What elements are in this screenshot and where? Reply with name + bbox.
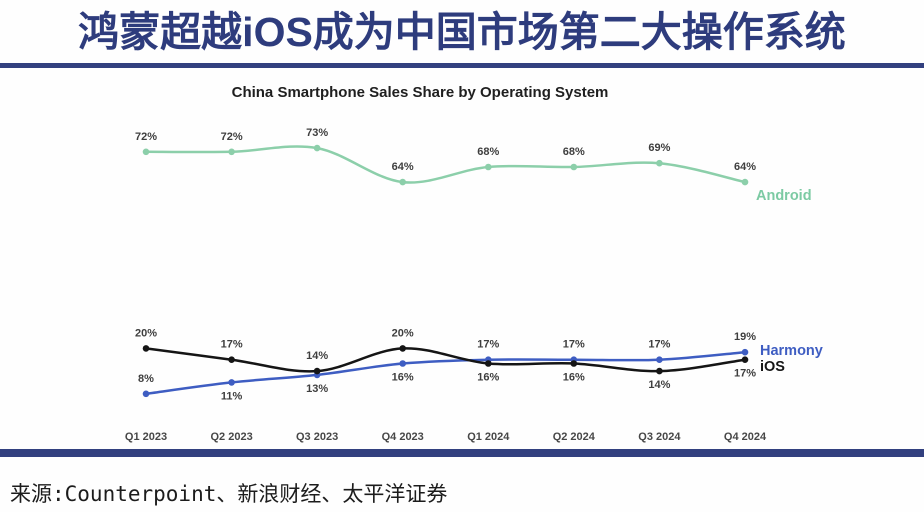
data-point-android bbox=[228, 148, 235, 156]
x-axis-label: Q4 2023 bbox=[382, 431, 424, 443]
data-label-harmony: 17% bbox=[477, 339, 499, 351]
data-point-android bbox=[485, 163, 492, 171]
data-point-android bbox=[399, 178, 407, 186]
series-label-android: Android bbox=[756, 188, 812, 204]
data-label-harmony: 16% bbox=[392, 372, 414, 384]
data-label-harmony: 17% bbox=[563, 339, 585, 351]
chart-title: China Smartphone Sales Share by Operatin… bbox=[231, 84, 609, 101]
data-point-android bbox=[313, 144, 321, 152]
data-point-android bbox=[142, 148, 150, 156]
series-line-harmony bbox=[144, 350, 747, 396]
x-axis-label: Q1 2023 bbox=[125, 431, 167, 443]
data-point-ios bbox=[741, 356, 749, 364]
series-line-ios bbox=[144, 347, 747, 373]
series-line-android bbox=[144, 145, 747, 184]
x-axis-label: Q2 2023 bbox=[210, 431, 252, 443]
data-point-ios bbox=[228, 356, 235, 364]
data-label-harmony: 13% bbox=[306, 383, 328, 395]
data-point-android bbox=[741, 178, 749, 186]
data-point-ios bbox=[399, 345, 407, 352]
data-point-ios bbox=[313, 367, 321, 375]
x-axis-label: Q1 2024 bbox=[467, 431, 510, 443]
data-label-ios: 16% bbox=[563, 372, 585, 384]
series-label-ios: iOS bbox=[760, 359, 785, 375]
data-label-ios: 17% bbox=[734, 368, 756, 380]
data-label-android: 64% bbox=[734, 161, 756, 173]
data-point-harmony bbox=[142, 390, 150, 398]
x-axis-label: Q3 2024 bbox=[638, 431, 681, 443]
data-point-harmony bbox=[741, 348, 749, 356]
data-label-android: 64% bbox=[392, 161, 414, 173]
data-label-android: 68% bbox=[477, 146, 499, 158]
data-label-android: 73% bbox=[306, 127, 328, 139]
data-label-harmony: 11% bbox=[221, 390, 243, 402]
x-axis-label: Q4 2024 bbox=[724, 431, 767, 443]
data-point-ios bbox=[570, 360, 578, 367]
x-axis-label: Q3 2023 bbox=[296, 431, 338, 443]
data-label-android: 69% bbox=[648, 142, 670, 154]
data-point-ios bbox=[656, 367, 663, 375]
series-label-harmony: Harmony bbox=[760, 343, 823, 359]
data-label-harmony: 19% bbox=[734, 331, 756, 343]
data-label-ios: 17% bbox=[221, 339, 243, 351]
x-axis-label: Q2 2024 bbox=[553, 431, 596, 443]
data-label-ios: 16% bbox=[477, 372, 499, 384]
data-label-ios: 20% bbox=[392, 327, 414, 339]
data-label-android: 68% bbox=[563, 146, 585, 158]
page-title: 鸿蒙超越iOS成为中国市场第二大操作系统 bbox=[78, 9, 846, 55]
data-label-ios: 14% bbox=[306, 350, 328, 362]
data-label-harmony: 17% bbox=[648, 339, 670, 351]
data-point-harmony bbox=[228, 379, 235, 386]
data-point-android bbox=[570, 163, 578, 171]
data-label-android: 72% bbox=[135, 131, 157, 143]
data-label-ios: 20% bbox=[135, 327, 157, 339]
chart-bottom-rule bbox=[0, 449, 924, 457]
data-label-android: 72% bbox=[221, 131, 243, 143]
source-attribution: 来源:Counterpoint、新浪财经、太平洋证券 bbox=[10, 482, 448, 506]
data-label-ios: 14% bbox=[648, 379, 670, 391]
data-point-android bbox=[656, 159, 663, 167]
title-divider bbox=[0, 63, 924, 68]
data-point-harmony bbox=[399, 360, 407, 367]
data-label-harmony: 8% bbox=[138, 373, 154, 385]
data-point-ios bbox=[485, 360, 492, 367]
data-point-harmony bbox=[656, 356, 663, 364]
data-point-ios bbox=[142, 345, 150, 352]
